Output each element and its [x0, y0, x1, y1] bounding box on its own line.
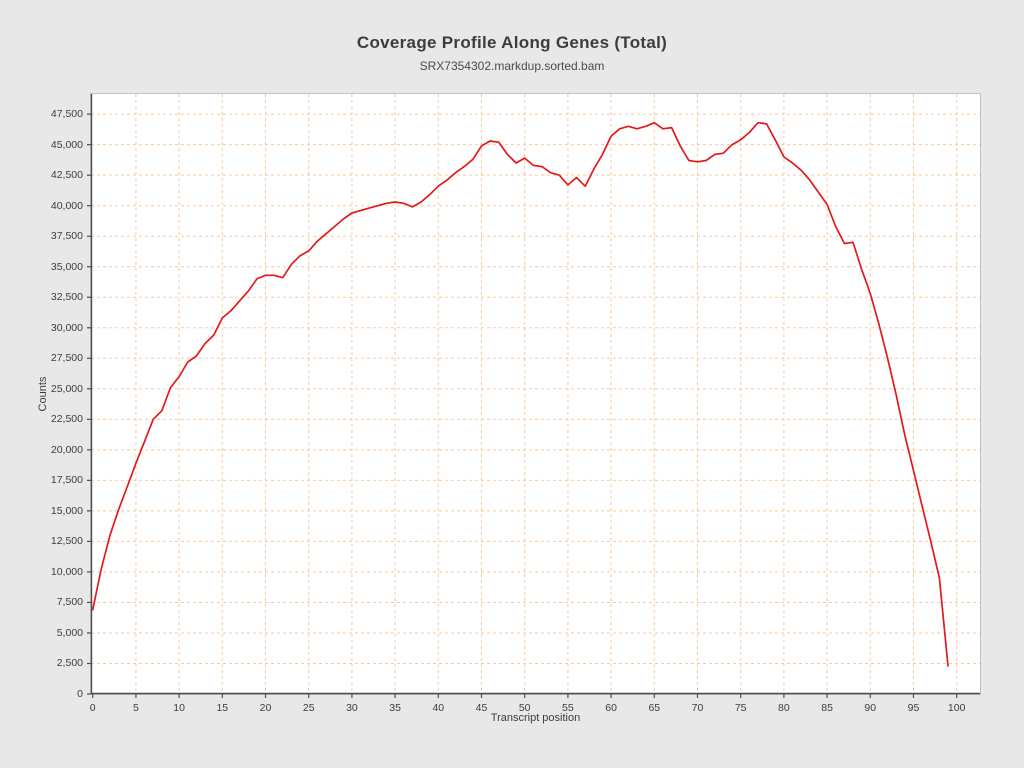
y-tick-label: 7,500: [56, 596, 83, 609]
x-tick-label: 15: [216, 702, 229, 714]
x-tick-label: 60: [605, 702, 617, 714]
y-tick-label: 45,000: [50, 138, 83, 151]
chart-title: Coverage Profile Along Genes (Total): [356, 33, 668, 52]
y-tick-label: 22,500: [50, 413, 83, 426]
gridlines: [91, 94, 980, 694]
x-tick-label: 85: [821, 702, 833, 714]
y-tick-label: 0: [77, 688, 83, 700]
y-tick-label: 10,000: [50, 565, 83, 578]
y-tick-label: 35,000: [50, 260, 83, 273]
axes: [87, 94, 980, 698]
y-tick-label: 12,500: [50, 535, 83, 548]
x-tick-label: 75: [734, 702, 747, 714]
y-tick-label: 32,500: [50, 291, 83, 304]
x-tick-label: 100: [947, 702, 966, 714]
x-tick-label: 80: [778, 702, 790, 714]
x-tick-label: 90: [864, 702, 877, 714]
x-tick-label: 25: [302, 702, 315, 714]
y-tick-label: 37,500: [50, 230, 83, 243]
x-tick-label: 65: [648, 702, 661, 714]
x-tick-label: 70: [691, 702, 704, 714]
y-tick-label: 47,500: [50, 108, 83, 121]
plot-area: [87, 94, 980, 698]
coverage-polyline: [91, 121, 949, 667]
coverage-line-series: [91, 121, 949, 667]
y-tick-label: 42,500: [50, 169, 83, 182]
x-tick-label: 45: [475, 702, 488, 714]
x-tick-label: 95: [907, 702, 920, 714]
x-tick-label: 10: [173, 702, 185, 714]
y-tick-label: 27,500: [50, 352, 83, 365]
line-chart: [87, 94, 980, 698]
x-tick-label: 55: [562, 702, 574, 714]
y-tick-label: 15,000: [50, 504, 83, 517]
x-tick-label: 35: [389, 702, 401, 714]
y-tick-label: 25,000: [50, 382, 83, 395]
y-tick-label: 5,000: [56, 626, 83, 639]
y-tick-label: 2,500: [56, 657, 83, 670]
chart-subtitle: SRX7354302.markdup.sorted.bam: [419, 59, 605, 73]
y-tick-label: 30,000: [50, 321, 83, 334]
y-tick-label: 40,000: [50, 199, 83, 212]
y-tick-label: 20,000: [50, 443, 83, 456]
x-tick-label: 20: [259, 702, 272, 714]
x-tick-label: 5: [133, 702, 139, 714]
x-tick-label: 50: [518, 702, 531, 714]
x-axis-label: Transcript position: [490, 712, 581, 724]
x-tick-label: 0: [89, 702, 96, 714]
x-tick-label: 40: [432, 702, 445, 714]
y-tick-label: 17,500: [50, 474, 83, 487]
x-tick-label: 30: [346, 702, 358, 714]
